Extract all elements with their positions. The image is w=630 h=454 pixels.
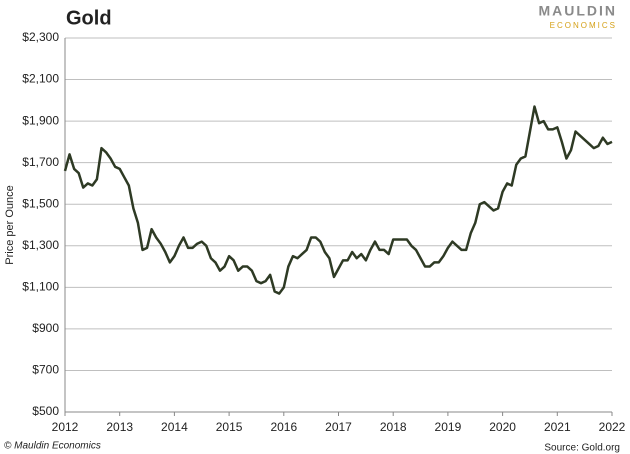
y-axis-label: Price per Ounce — [4, 185, 16, 264]
x-tick-label: 2020 — [489, 420, 516, 434]
y-tick-label: $1,300 — [22, 238, 59, 252]
logo-bottom: ECONOMICS — [550, 21, 617, 30]
logo-top: MAULDIN — [538, 3, 617, 19]
x-tick-label: 2018 — [380, 420, 407, 434]
x-tick-label: 2021 — [544, 420, 571, 434]
y-tick-label: $500 — [32, 404, 59, 418]
y-tick-label: $900 — [32, 321, 59, 335]
y-tick-label: $700 — [32, 363, 59, 377]
x-tick-label: 2016 — [270, 420, 297, 434]
x-tick-label: 2017 — [325, 420, 352, 434]
y-tick-label: $1,500 — [22, 196, 59, 210]
y-tick-label: $1,100 — [22, 280, 59, 294]
copyright: © Mauldin Economics — [4, 441, 101, 452]
y-tick-label: $2,300 — [22, 30, 59, 44]
source: Source: Gold.org — [544, 443, 620, 454]
x-tick-label: 2019 — [435, 420, 462, 434]
x-tick-label: 2014 — [161, 420, 188, 434]
y-tick-label: $2,100 — [22, 72, 59, 86]
x-tick-label: 2012 — [52, 420, 79, 434]
x-tick-label: 2013 — [106, 420, 133, 434]
y-tick-label: $1,700 — [22, 155, 59, 169]
x-tick-label: 2015 — [216, 420, 243, 434]
y-tick-label: $1,900 — [22, 113, 59, 127]
x-tick-label: 2022 — [599, 420, 626, 434]
line-series — [63, 105, 613, 295]
chart-title: Gold — [66, 7, 112, 29]
